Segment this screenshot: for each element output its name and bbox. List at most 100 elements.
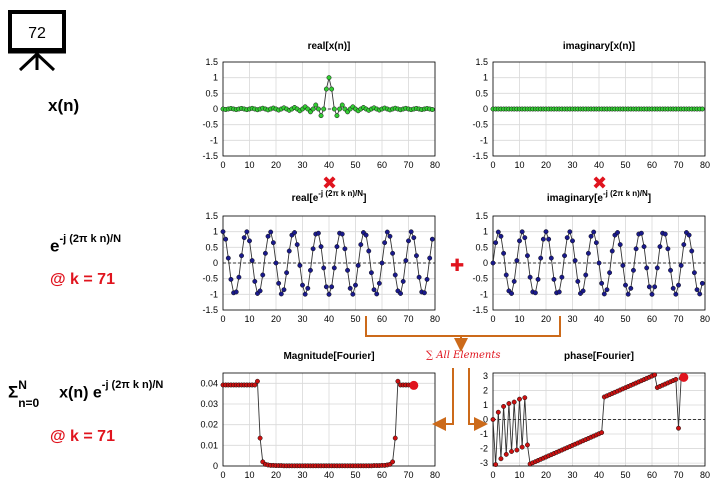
- data-point: [535, 276, 541, 282]
- data-point: [400, 278, 406, 284]
- y-tick-label: 0.5: [205, 242, 218, 252]
- data-point: [342, 246, 348, 252]
- x-tick-label: 40: [324, 470, 334, 480]
- data-point: [551, 276, 557, 282]
- data-point: [501, 250, 507, 256]
- data-point: [427, 255, 433, 261]
- data-point: [493, 462, 499, 467]
- x-tick-label: 80: [430, 470, 440, 480]
- data-point: [522, 235, 528, 241]
- x-tick-label: 20: [541, 470, 551, 480]
- presentation-board-icon: 72: [8, 10, 66, 72]
- data-point: [395, 378, 401, 384]
- data-point: [390, 250, 396, 256]
- data-point: [260, 272, 266, 278]
- data-point: [638, 230, 644, 236]
- y-tick-label: -1.5: [472, 305, 488, 315]
- data-point: [220, 229, 226, 235]
- data-point: [673, 376, 679, 382]
- sum-lower-limit: n=0: [18, 396, 40, 411]
- data-point: [506, 401, 512, 406]
- data-point: [323, 284, 329, 290]
- data-point: [583, 272, 589, 278]
- data-point: [631, 267, 636, 273]
- data-point: [657, 244, 663, 250]
- y-tick-label: 1: [483, 400, 488, 410]
- x-tick-label: 30: [567, 160, 577, 170]
- y-tick-label: 1: [213, 73, 218, 83]
- data-point: [403, 258, 409, 263]
- data-point: [599, 280, 605, 286]
- data-point: [498, 456, 504, 462]
- chart-title-main: imaginary[x(n)]: [563, 41, 635, 52]
- data-point: [633, 246, 639, 252]
- y-tick-label: -3: [480, 458, 488, 468]
- data-point: [623, 282, 628, 288]
- data-point: [527, 274, 533, 280]
- x-tick-label: 20: [271, 470, 281, 480]
- data-point: [257, 288, 263, 294]
- data-point: [308, 267, 313, 273]
- data-point: [334, 113, 340, 119]
- data-point: [278, 291, 284, 297]
- multiply-icon-2: ✖: [592, 173, 608, 193]
- x-tick-label: 50: [620, 314, 630, 324]
- data-point: [604, 287, 610, 293]
- kernel-base: e: [50, 236, 60, 256]
- data-point: [668, 267, 674, 273]
- xn-label: x(n): [48, 96, 80, 115]
- data-point: [257, 435, 263, 441]
- chart-real-x: real[x(n)] 0 10 20 30 40 50 60 70 80 -1.5 -1 -0.5 0 0.…: [202, 41, 440, 170]
- data-point: [265, 233, 271, 239]
- data-point: [429, 236, 435, 242]
- data-point: [247, 238, 252, 244]
- y-tick-label: 1.5: [205, 211, 218, 221]
- x-tick-label: 70: [673, 160, 683, 170]
- data-point: [503, 451, 509, 457]
- y-tick-label: 1: [213, 227, 218, 237]
- data-point: [334, 244, 340, 250]
- y-tick-label: -0.5: [472, 120, 488, 130]
- data-point: [345, 267, 351, 273]
- data-point: [387, 233, 393, 239]
- sum-body: x(n) e: [59, 384, 102, 402]
- chart-title-main: phase[Fourier]: [564, 351, 634, 362]
- y-tick-label: 2: [483, 385, 488, 395]
- x-tick-label: 20: [541, 314, 551, 324]
- y-tick-label: 0.5: [205, 88, 218, 98]
- data-point: [546, 236, 552, 242]
- data-point: [615, 230, 621, 235]
- x-tick-label: 0: [220, 314, 225, 324]
- data-point: [567, 229, 573, 235]
- chart-title: imaginary[x(n)]: [563, 41, 635, 52]
- data-point: [326, 75, 332, 81]
- data-point: [694, 287, 700, 293]
- x-tick-label: 30: [567, 470, 577, 480]
- chart-title: Magnitude[Fourier]: [283, 351, 374, 362]
- data-point: [652, 372, 658, 378]
- sum-all-elements-label: ∑ All Elements: [426, 350, 501, 361]
- data-point: [511, 399, 517, 405]
- data-point: [596, 260, 602, 266]
- data-point: [495, 229, 501, 235]
- x-tick-label: 50: [620, 470, 630, 480]
- plus-icon: ✚: [450, 256, 465, 275]
- y-tick-label: 0: [213, 461, 218, 471]
- data-point: [421, 290, 427, 296]
- y-tick-label: 1.5: [475, 57, 488, 67]
- data-point: [519, 444, 525, 450]
- data-point: [501, 403, 507, 409]
- chart-magnitude-fourier: Magnitude[Fourier] 0 10 20 30 40 50 60 70 80 0 0.01…: [200, 351, 440, 480]
- data-point: [382, 240, 388, 246]
- data-point: [376, 280, 382, 286]
- data-point: [564, 235, 570, 241]
- data-point: [517, 396, 522, 402]
- y-tick-label: -0.5: [472, 274, 488, 284]
- data-point: [228, 276, 234, 282]
- y-tick-label: 0.5: [475, 88, 488, 98]
- chart-title: imaginary[e-j (2π k n)/N]: [547, 189, 651, 204]
- y-tick-label: 0: [213, 104, 218, 114]
- data-point: [689, 248, 695, 254]
- x-tick-label: 40: [594, 314, 604, 324]
- x-tick-label: 70: [403, 314, 413, 324]
